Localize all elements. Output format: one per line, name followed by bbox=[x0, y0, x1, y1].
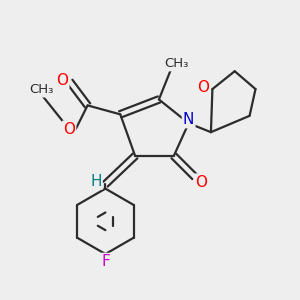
Text: O: O bbox=[197, 80, 209, 95]
Text: CH₃: CH₃ bbox=[164, 57, 188, 70]
Text: N: N bbox=[183, 112, 194, 127]
Text: O: O bbox=[195, 175, 207, 190]
Text: CH₃: CH₃ bbox=[29, 83, 54, 97]
Text: O: O bbox=[63, 122, 75, 137]
Text: H: H bbox=[90, 174, 102, 189]
Text: F: F bbox=[101, 254, 110, 269]
Text: O: O bbox=[56, 73, 68, 88]
